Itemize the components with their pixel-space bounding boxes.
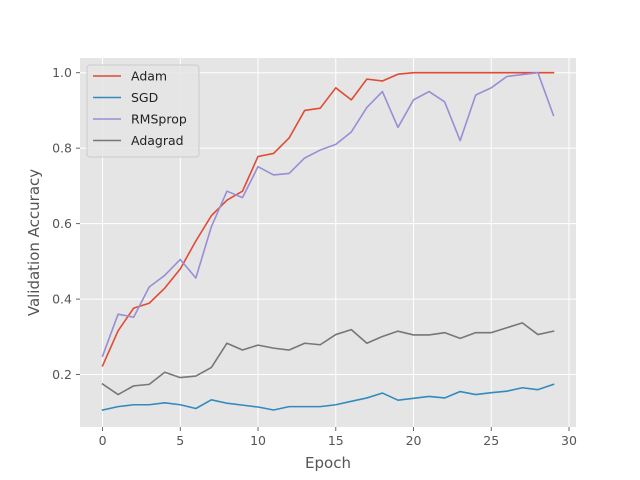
x-tick-label: 5 <box>176 433 184 448</box>
legend-label-rmsprop: RMSprop <box>131 112 187 127</box>
legend-label-adagrad: Adagrad <box>131 133 184 148</box>
axis-ticks: 0 5 10 15 20 25 30 0.2 0.4 0.6 0.8 1.0 <box>52 65 577 448</box>
x-tick-label: 20 <box>406 433 422 448</box>
x-tick-label: 10 <box>250 433 266 448</box>
legend-label-adam: Adam <box>131 69 167 84</box>
x-tick-label: 15 <box>328 433 344 448</box>
series-line-rmsprop <box>101 71 555 358</box>
y-tick-label: 0.8 <box>52 141 72 156</box>
x-tick-label: 25 <box>483 433 499 448</box>
legend-label-sgd: SGD <box>131 90 158 105</box>
series-line-sgd <box>101 383 555 411</box>
series-line-adam <box>101 71 555 367</box>
y-tick-label: 1.0 <box>52 65 72 80</box>
x-tick-label: 30 <box>561 433 577 448</box>
y-axis-label: Validation Accuracy <box>25 169 43 316</box>
y-tick-label: 0.6 <box>52 216 72 231</box>
y-tick-label: 0.4 <box>52 292 72 307</box>
y-tick-label: 0.2 <box>52 367 72 382</box>
x-axis-label: Epoch <box>305 454 351 472</box>
x-tick-label: 0 <box>99 433 107 448</box>
legend: Adam SGD RMSprop Adagrad <box>86 64 200 158</box>
series-line-adagrad <box>101 322 555 396</box>
series-lines <box>101 71 555 411</box>
legend-box <box>86 64 200 158</box>
